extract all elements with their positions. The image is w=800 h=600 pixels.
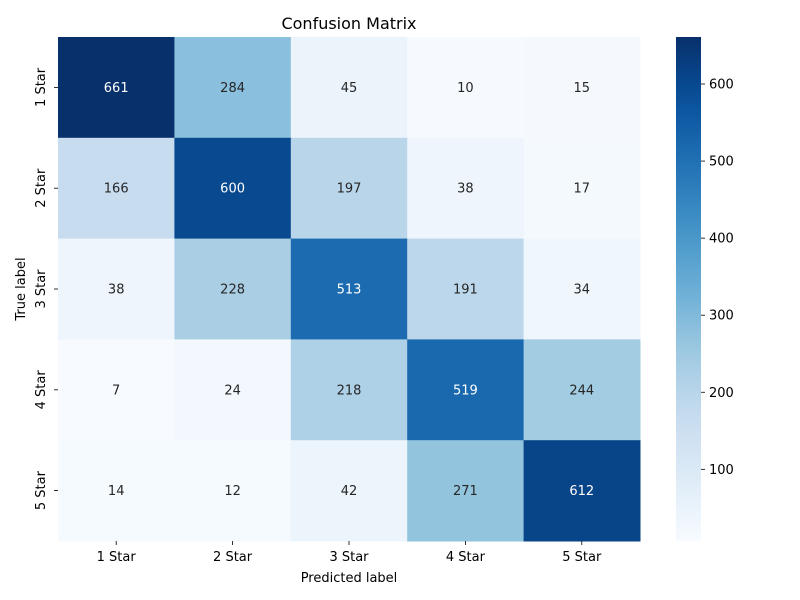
heatmap-cell [290,137,408,240]
cell-value-label: 271 [453,484,478,499]
cell-value-label: 600 [220,182,245,197]
cell-value-label: 7 [112,383,120,398]
colorbar-tick-label: 300 [709,309,734,324]
heatmap-cell [290,37,408,139]
x-tick-label: 2 Star [213,550,253,565]
x-tick-label: 5 Star [562,550,602,565]
cell-value-label: 12 [224,484,241,499]
colorbar-tick-label: 500 [709,155,734,170]
cell-value-label: 17 [574,182,591,197]
cell-value-label: 34 [574,283,591,298]
x-axis: 1 Star 2 Star 3 Star 4 Star 5 Star [97,541,602,565]
cell-value-label: 38 [457,182,474,197]
heatmap-cell [174,37,292,139]
cell-value-label: 191 [453,283,478,298]
cell-value-label: 15 [574,81,591,96]
cell-value-label: 14 [108,484,125,499]
heatmap-cell [290,339,408,441]
y-axis: 1 Star 2 Star 3 Star 4 Star 5 Star [34,67,58,510]
heatmap-cell [407,238,525,340]
cell-value-label: 45 [341,81,358,96]
heatmap-cell [58,440,175,542]
heatmap-cell [174,339,292,441]
colorbar-tick-label: 400 [709,232,734,247]
heatmap-cell [58,137,175,240]
heatmap-cell [174,137,292,240]
heatmap-cell [407,440,525,542]
cell-value-label: 218 [337,383,362,398]
cell-value-label: 612 [569,484,594,499]
heatmap-cell [58,238,175,340]
y-axis-label: True label [14,257,29,321]
heatmap-cell [523,339,641,441]
heatmap-cell [290,440,408,542]
cell-value-label: 513 [337,283,362,298]
cell-value-label: 197 [337,182,362,197]
heatmap-cell [174,440,292,542]
y-tick-label: 4 Star [34,370,49,410]
heatmap-cell [290,238,408,340]
colorbar-tick-label: 100 [709,463,734,478]
heatmap-cell [58,339,175,441]
cell-value-label: 24 [224,383,241,398]
cell-value-label: 228 [220,283,245,298]
colorbar-tick-label: 200 [709,386,734,401]
chart-title: Confusion Matrix [281,14,416,33]
cell-value-label: 166 [104,182,129,197]
cell-value-label: 244 [569,383,594,398]
heatmap-cell [407,339,525,441]
cell-value-label: 42 [341,484,358,499]
y-tick-label: 1 Star [34,67,49,107]
heatmap-cell [523,238,641,340]
cell-value-label: 661 [104,81,129,96]
heatmap-cell [523,440,641,542]
x-tick-label: 3 Star [329,550,369,565]
heatmap-cell [523,37,641,139]
colorbar [676,37,701,541]
heatmap-cell-labels: 661 284 45 10 15 166 600 197 38 17 38 228 513 191 34 7 2… [104,81,594,499]
y-tick-label: 5 Star [34,470,49,510]
y-tick-label: 3 Star [34,269,49,309]
heatmap-cell [407,37,525,139]
colorbar-tick-label: 600 [709,78,734,93]
cell-value-label: 38 [108,283,125,298]
heatmap-cell [174,238,292,340]
y-tick-label: 2 Star [34,168,49,208]
x-tick-label: 4 Star [446,550,486,565]
heatmap-cell [58,37,175,139]
cell-value-label: 10 [457,81,474,96]
heatmap-cell [407,137,525,240]
cell-value-label: 519 [453,383,478,398]
colorbar-ticks: 100 200 300 400 500 600 [701,78,734,478]
x-axis-label: Predicted label [301,571,398,586]
heatmap-cells [58,37,641,542]
heatmap-cell [523,137,641,240]
cell-value-label: 284 [220,81,245,96]
x-tick-label: 1 Star [97,550,137,565]
